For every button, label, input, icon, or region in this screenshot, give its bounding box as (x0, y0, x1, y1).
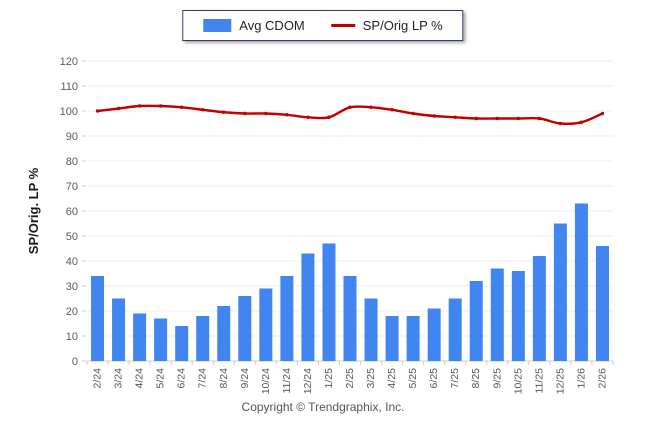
bar (217, 306, 231, 361)
bar (238, 296, 252, 361)
bar (427, 308, 441, 361)
y-tick-label: 80 (66, 156, 78, 168)
x-tick-label: 11/24 (281, 368, 293, 394)
x-tick-label: 8/25 (470, 368, 482, 389)
bar (301, 253, 315, 361)
line-point (137, 104, 142, 108)
bar (259, 288, 273, 361)
y-tick-label: 90 (66, 131, 78, 143)
bar-series-swatch (203, 19, 232, 32)
line-point (201, 108, 205, 112)
bar-series-label: Avg CDOM (239, 18, 305, 33)
line-point (516, 116, 521, 121)
bar (574, 203, 588, 361)
line-point (495, 116, 499, 121)
bar (511, 271, 525, 361)
x-tick-label: 7/25 (449, 368, 461, 389)
x-tick-label: 12/24 (302, 368, 314, 394)
line-point (158, 104, 163, 108)
bar (196, 316, 210, 361)
bar (406, 316, 420, 361)
line-point (432, 114, 436, 118)
x-tick-label: 12/25 (554, 368, 566, 394)
line-point (474, 116, 478, 121)
line-point (390, 108, 394, 112)
x-tick-label: 6/25 (428, 368, 440, 389)
line-point (95, 109, 100, 113)
y-tick-label: 100 (60, 106, 78, 118)
x-tick-label: 3/24 (113, 368, 125, 389)
y-tick-label: 10 (66, 331, 78, 343)
x-tick-label: 10/25 (512, 368, 524, 394)
bar (595, 246, 609, 361)
bar (448, 298, 462, 361)
x-tick-label: 8/24 (218, 368, 230, 389)
x-tick-label: 2/26 (596, 368, 608, 389)
bar (322, 243, 336, 361)
y-tick-label: 120 (60, 56, 78, 68)
x-tick-label: 9/24 (239, 368, 251, 389)
x-tick-label: 9/25 (491, 368, 503, 389)
line-point (453, 115, 457, 119)
x-tick-label: 4/25 (386, 368, 398, 389)
line-point (558, 121, 563, 126)
bar (532, 256, 546, 361)
y-tick-label: 0 (72, 356, 78, 368)
y-tick-label: 30 (66, 281, 78, 293)
line-point (222, 110, 226, 114)
bar (91, 276, 105, 361)
line-point (179, 105, 184, 109)
x-tick-label: 10/24 (260, 368, 272, 394)
line-series-label: SP/Orig LP % (362, 18, 443, 33)
y-tick-label: 20 (66, 306, 78, 318)
x-tick-label: 5/25 (407, 368, 419, 389)
y-tick-label: 110 (60, 81, 78, 93)
bar (469, 281, 483, 361)
line-point (285, 113, 289, 117)
line-point (579, 120, 584, 124)
bar (112, 298, 126, 361)
x-tick-label: 1/26 (575, 368, 587, 389)
line-point (306, 115, 310, 119)
x-tick-label: 5/24 (155, 368, 167, 389)
line-point (116, 106, 121, 111)
line-point (411, 111, 415, 116)
line-point (369, 105, 373, 109)
y-tick-label: 40 (66, 256, 78, 268)
line-point (243, 111, 247, 116)
x-tick-label: 1/25 (323, 368, 335, 389)
x-tick-label: 4/24 (134, 368, 146, 389)
y-tick-label: 50 (66, 231, 78, 243)
line-point (537, 116, 542, 121)
bar (280, 276, 294, 361)
line-point (600, 111, 605, 116)
x-tick-label: 6/24 (176, 368, 188, 389)
bar (385, 316, 399, 361)
bar (553, 223, 567, 361)
copyright: Copyright © Trendgraphix, Inc. (241, 400, 405, 414)
line-series-swatch (330, 24, 355, 27)
plot-area: 0 10 20 30 40 50 60 70 80 90 100 110 120 2/24 3/24 4/24… (60, 56, 614, 394)
bar (364, 298, 378, 361)
bar (343, 276, 357, 361)
bar (490, 268, 504, 361)
y-axis-title: SP/Orig. LP % (26, 167, 41, 254)
x-tick-label: 2/24 (92, 368, 104, 389)
x-tick-label: 2/25 (344, 368, 356, 389)
line-point (348, 105, 352, 109)
line-point (327, 115, 331, 119)
x-tick-label: 11/25 (533, 368, 545, 394)
bar (154, 318, 168, 361)
y-tick-label: 60 (66, 206, 78, 218)
legend: Avg CDOM SP/Orig LP % (182, 10, 464, 41)
bar (133, 313, 147, 361)
bar (175, 326, 189, 361)
line-point (264, 111, 268, 116)
y-tick-label: 70 (66, 181, 78, 193)
x-tick-label: 7/24 (197, 368, 209, 389)
x-tick-label: 3/25 (365, 368, 377, 389)
